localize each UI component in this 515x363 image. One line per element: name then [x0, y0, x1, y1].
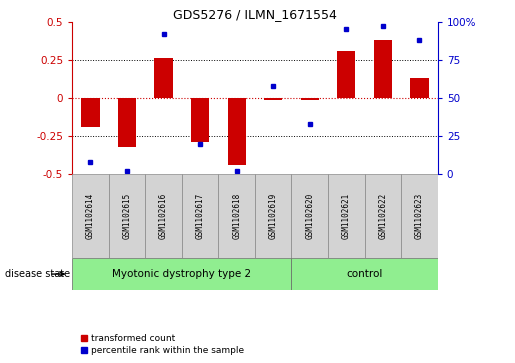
- Text: GSM1102622: GSM1102622: [379, 193, 387, 239]
- Text: GSM1102621: GSM1102621: [342, 193, 351, 239]
- Bar: [182, 174, 218, 258]
- Bar: [291, 174, 328, 258]
- Bar: [72, 258, 291, 290]
- Text: GSM1102617: GSM1102617: [196, 193, 204, 239]
- Bar: [291, 258, 438, 290]
- Bar: [154, 58, 173, 98]
- Text: GSM1102619: GSM1102619: [269, 193, 278, 239]
- Bar: [81, 98, 99, 127]
- Bar: [255, 174, 291, 258]
- Bar: [374, 40, 392, 98]
- Bar: [145, 174, 182, 258]
- Text: GSM1102618: GSM1102618: [232, 193, 241, 239]
- Title: GDS5276 / ILMN_1671554: GDS5276 / ILMN_1671554: [173, 8, 337, 21]
- Bar: [109, 174, 145, 258]
- Bar: [191, 98, 209, 142]
- Bar: [264, 98, 282, 99]
- Bar: [228, 98, 246, 165]
- Bar: [301, 98, 319, 99]
- Bar: [218, 174, 255, 258]
- Text: Myotonic dystrophy type 2: Myotonic dystrophy type 2: [112, 269, 251, 279]
- Bar: [328, 174, 365, 258]
- Text: GSM1102620: GSM1102620: [305, 193, 314, 239]
- Bar: [401, 174, 438, 258]
- Bar: [72, 174, 109, 258]
- Bar: [365, 174, 401, 258]
- Text: GSM1102614: GSM1102614: [86, 193, 95, 239]
- Legend: transformed count, percentile rank within the sample: transformed count, percentile rank withi…: [77, 331, 248, 359]
- Bar: [410, 78, 428, 98]
- Text: disease state: disease state: [5, 269, 70, 279]
- Text: GSM1102616: GSM1102616: [159, 193, 168, 239]
- Text: control: control: [347, 269, 383, 279]
- Text: GSM1102615: GSM1102615: [123, 193, 131, 239]
- Bar: [337, 51, 355, 98]
- Text: GSM1102623: GSM1102623: [415, 193, 424, 239]
- Bar: [118, 98, 136, 147]
